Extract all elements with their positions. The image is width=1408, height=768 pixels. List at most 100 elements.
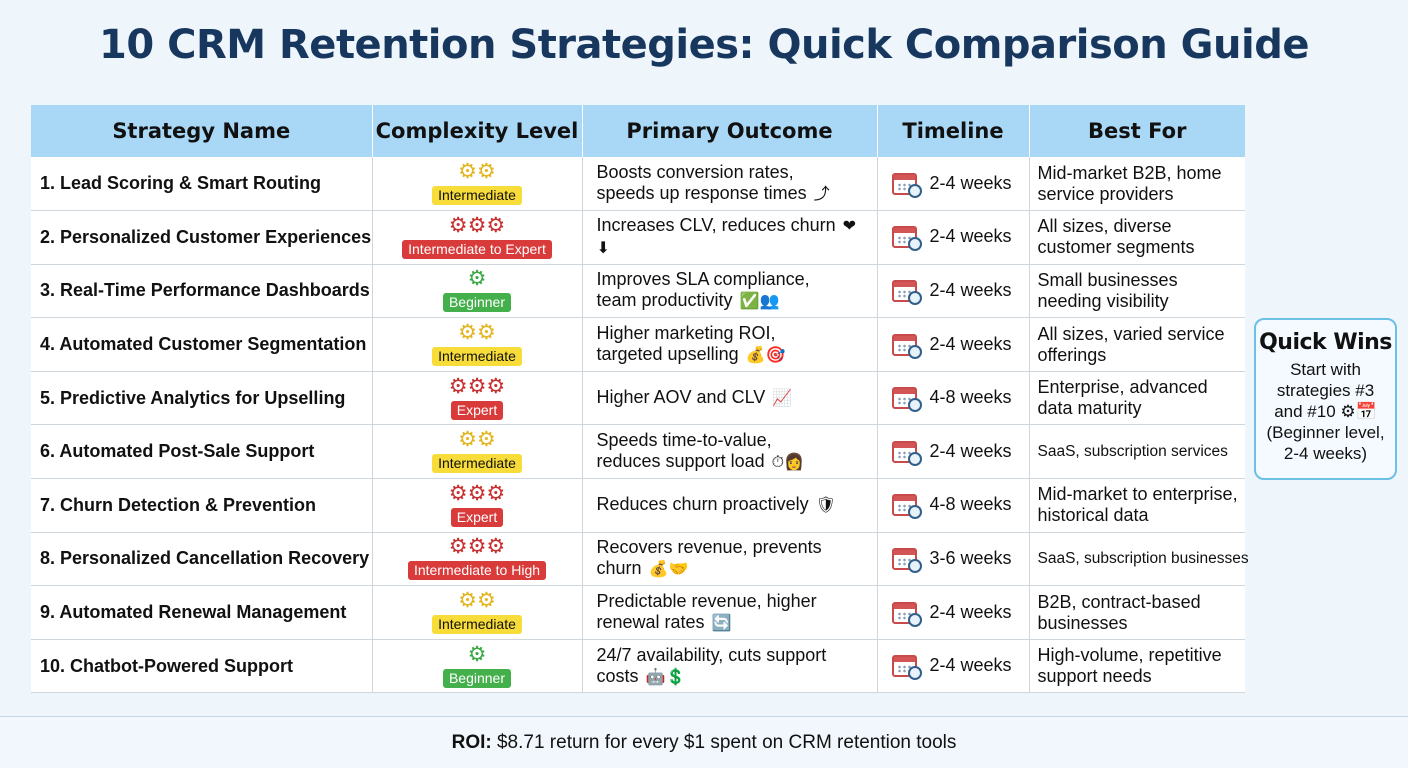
complexity-badge: Expert <box>450 400 504 420</box>
table-row: 1. Lead Scoring & Smart Routing ⚙⚙ Interme… <box>31 157 1245 212</box>
table-row: 10. Chatbot-Powered Support ⚙ Beginner 24/7… <box>31 639 1245 694</box>
timeline-cell: 3-6 weeks <box>877 532 1030 587</box>
outcome-line-2: costs <box>596 665 639 686</box>
complexity-cell: ⚙ Beginner <box>372 264 583 319</box>
best-for-cell: All sizes, diverse customer segments <box>1029 210 1245 265</box>
outcome-emoji-icon: ❤⬇ <box>596 218 857 258</box>
timeline-text: 2-4 weeks <box>929 601 1012 622</box>
table-row: 9. Automated Renewal Management ⚙⚙ Interme… <box>31 585 1245 640</box>
column-header-strategy: Strategy Name <box>31 105 373 157</box>
table-row: 8. Personalized Cancellation Recovery ⚙⚙⚙… <box>31 532 1249 587</box>
outcome-cell: Reduces churn proactively 🛡 <box>582 478 878 533</box>
gear-icon: ⚙⚙⚙ <box>448 374 506 398</box>
gear-icon: ⚙ <box>467 267 487 291</box>
timeline-text: 4-8 weeks <box>929 494 1012 515</box>
gear-icon: ⚙ <box>467 642 487 666</box>
gear-icon: ⚙⚙ <box>458 428 496 452</box>
strategy-name: 4. Automated Customer Segmentation <box>31 317 373 372</box>
timeline-text: 2-4 weeks <box>929 279 1012 300</box>
best-for-line-2: needing visibility <box>1037 290 1169 311</box>
page-title: 10 CRM Retention Strategies: Quick Compa… <box>99 22 1309 68</box>
outcome-line-2: targeted upselling <box>596 344 739 365</box>
strategy-name: 3. Real-Time Performance Dashboards <box>31 264 373 319</box>
best-for-line-1: High-volume, repetitive <box>1037 645 1222 666</box>
complexity-cell: ⚙ Beginner <box>372 639 583 694</box>
best-for-line-1: Small businesses <box>1037 269 1178 290</box>
timeline-cell: 4-8 weeks <box>877 478 1030 533</box>
strategy-name: 1. Lead Scoring & Smart Routing <box>31 157 373 212</box>
outcome-line-1: Increases CLV, reduces churn <box>596 215 836 236</box>
outcome-line-1: Predictable revenue, higher <box>596 591 817 612</box>
outcome-line-1: Higher AOV and CLV <box>596 387 766 408</box>
quick-wins-callout: Quick Wins Start with strategies #3 and … <box>1254 318 1397 480</box>
complexity-badge: Intermediate <box>432 615 522 635</box>
calendar-icon <box>891 223 922 252</box>
quick-wins-body: Start with strategies #3 and #10 ⚙📅 (Beg… <box>1266 360 1385 463</box>
best-for-line-1: SaaS, subscription businesses <box>1037 550 1249 568</box>
complexity-cell: ⚙⚙⚙ Intermediate to Expert <box>372 210 583 265</box>
strategy-name: 5. Predictive Analytics for Upselling <box>31 371 373 426</box>
best-for-cell: All sizes, varied service offerings <box>1029 317 1245 372</box>
column-header-complexity: Complexity Level <box>372 105 583 157</box>
outcome-line-1: Boosts conversion rates, <box>596 162 794 183</box>
table-row: 6. Automated Post-Sale Support ⚙⚙ Intermed… <box>31 424 1245 480</box>
timeline-cell: 2-4 weeks <box>877 157 1030 212</box>
timeline-cell: 4-8 weeks <box>877 371 1030 426</box>
outcome-emoji-icon: 💰🎯 <box>745 347 786 365</box>
gear-icons: ⚙⚙ <box>373 322 582 345</box>
outcome-emoji-icon: 🛡 <box>815 497 836 515</box>
best-for-line-1: SaaS, subscription services <box>1037 443 1228 461</box>
best-for-cell: Small businesses needing visibility <box>1029 264 1245 319</box>
complexity-badge: Beginner <box>442 668 512 688</box>
best-for-cell: High-volume, repetitive support needs <box>1029 639 1245 694</box>
gear-icon: ⚙⚙ <box>458 589 496 613</box>
column-header-best-for: Best For <box>1029 105 1245 157</box>
best-for-cell: SaaS, subscription services <box>1029 424 1245 480</box>
complexity-cell: ⚙⚙ Intermediate <box>372 317 583 372</box>
best-for-line-2: businesses <box>1037 612 1128 633</box>
complexity-cell: ⚙⚙ Intermediate <box>372 424 583 480</box>
strategy-name: 8. Personalized Cancellation Recovery <box>31 532 373 587</box>
calendar-icon <box>891 599 922 627</box>
strategy-name: 2. Personalized Customer Experiences <box>31 210 373 265</box>
complexity-badge: Expert <box>450 507 504 527</box>
roi-label: ROI: <box>451 732 492 753</box>
best-for-cell: Enterprise, advanced data maturity <box>1029 371 1245 426</box>
column-header-timeline: Timeline <box>877 105 1030 157</box>
roi-footer: ROI: $8.71 return for every $1 spent on … <box>0 716 1408 768</box>
best-for-line-2: service providers <box>1037 183 1174 204</box>
calendar-icon <box>891 491 922 520</box>
timeline-text: 3-6 weeks <box>929 547 1012 568</box>
outcome-cell: Improves SLA compliance, team productivit… <box>582 264 878 319</box>
timeline-cell: 2-4 weeks <box>877 424 1030 480</box>
complexity-badge: Intermediate <box>432 186 522 206</box>
outcome-cell: 24/7 availability, cuts support costs 🤖💲 <box>582 639 878 694</box>
best-for-line-1: B2B, contract-based <box>1037 591 1201 612</box>
calendar-icon <box>891 277 922 305</box>
timeline-text: 2-4 weeks <box>929 654 1012 675</box>
best-for-line-1: All sizes, diverse <box>1037 216 1172 237</box>
best-for-line-2: support needs <box>1037 666 1152 687</box>
best-for-line-1: All sizes, varied service <box>1037 323 1225 344</box>
outcome-cell: Speeds time-to-value, reduces support loa… <box>582 424 878 480</box>
best-for-line-2: historical data <box>1037 505 1149 526</box>
timeline-text: 4-8 weeks <box>929 386 1012 407</box>
gear-icons: ⚙ <box>373 642 582 667</box>
gear-icons: ⚙⚙ <box>373 589 582 613</box>
roi-text: $8.71 return for every $1 spent on CRM r… <box>496 732 957 753</box>
table-row: 7. Churn Detection & Prevention ⚙⚙⚙ Expert… <box>31 478 1245 533</box>
outcome-cell: Higher marketing ROI, targeted upselling … <box>582 317 878 372</box>
timeline-cell: 2-4 weeks <box>877 317 1030 372</box>
outcome-emoji-icon: 🔄 <box>711 615 732 633</box>
complexity-cell: ⚙⚙ Intermediate <box>372 585 583 640</box>
gear-icons: ⚙ <box>373 267 582 291</box>
gear-icon: ⚙⚙⚙ <box>448 481 506 505</box>
outcome-emoji-icon: ✅👥 <box>739 293 780 311</box>
best-for-cell: Mid-market B2B, home service providers <box>1029 157 1245 212</box>
outcome-cell: Predictable revenue, higher renewal rates… <box>582 585 878 640</box>
outcome-line-1: Reduces churn proactively <box>596 494 809 515</box>
calendar-icon <box>891 652 922 681</box>
strategy-name: 10. Chatbot-Powered Support <box>31 639 373 694</box>
gear-icon: ⚙⚙⚙ <box>448 535 506 559</box>
outcome-cell: Recovers revenue, prevents churn 💰🤝 <box>582 532 878 587</box>
